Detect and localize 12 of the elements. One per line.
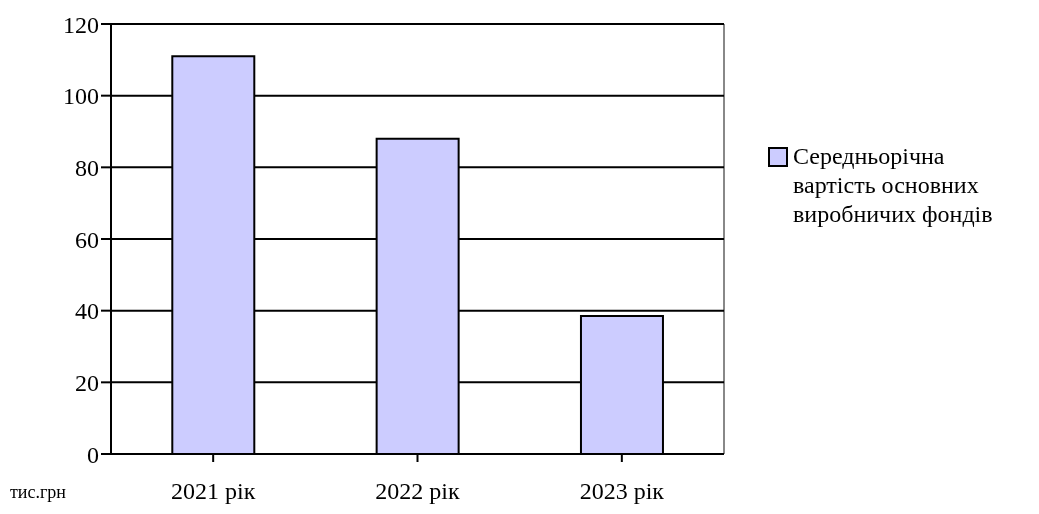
x-tick-label: 2021 рік: [171, 478, 256, 505]
y-tick-label: 100: [63, 83, 99, 110]
x-tick-label: 2023 рік: [579, 478, 665, 505]
y-tick-label: 40: [75, 298, 99, 325]
y-tick-label: 120: [63, 11, 99, 38]
y-tick-label: 0: [87, 441, 99, 468]
y-axis-title: тис.грн: [10, 482, 67, 503]
x-tick-label: 2022 рік: [375, 478, 460, 505]
y-tick-label: 80: [75, 154, 99, 181]
y-tick-label: 60: [75, 226, 99, 253]
y-tick-label: 20: [75, 369, 99, 396]
legend-label: Середньорічна вартість основних виробничих фондів: [793, 142, 994, 229]
